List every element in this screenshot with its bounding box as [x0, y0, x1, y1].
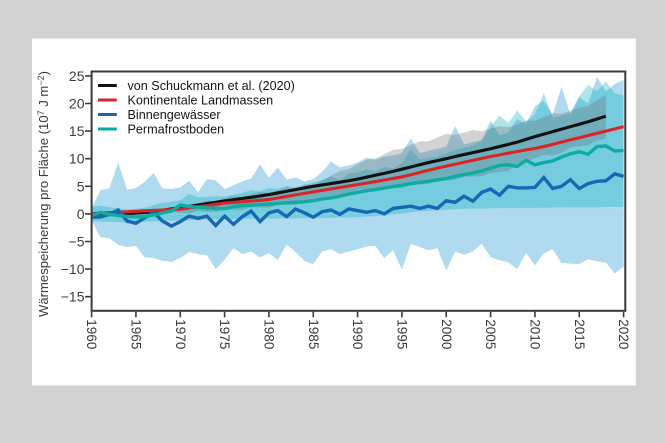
svg-text:2000: 2000: [439, 319, 454, 349]
svg-text:1970: 1970: [173, 319, 188, 349]
svg-text:20: 20: [69, 96, 85, 112]
svg-text:2020: 2020: [616, 319, 631, 349]
svg-text:Binnengewässer: Binnengewässer: [128, 108, 221, 122]
svg-text:2010: 2010: [527, 319, 542, 349]
svg-text:Wärmespeicherung pro Fläche (1: Wärmespeicherung pro Fläche (107 J m−2): [36, 71, 51, 317]
svg-text:2015: 2015: [572, 319, 587, 349]
svg-text:Kontinentale Landmassen: Kontinentale Landmassen: [128, 94, 274, 108]
svg-text:−10: −10: [61, 261, 85, 277]
svg-text:10: 10: [69, 151, 85, 167]
svg-text:2005: 2005: [483, 319, 498, 349]
svg-text:15: 15: [69, 123, 85, 139]
svg-text:1980: 1980: [261, 319, 276, 349]
svg-text:von Schuckmann et al. (2020): von Schuckmann et al. (2020): [128, 79, 295, 93]
svg-text:Permafrostboden: Permafrostboden: [128, 123, 225, 137]
svg-text:1975: 1975: [217, 319, 232, 349]
svg-text:0: 0: [77, 206, 85, 222]
svg-text:1965: 1965: [128, 319, 143, 349]
svg-text:1990: 1990: [350, 319, 365, 349]
svg-text:1995: 1995: [394, 319, 409, 349]
svg-text:1985: 1985: [306, 319, 321, 349]
svg-text:5: 5: [77, 178, 85, 194]
svg-text:25: 25: [69, 68, 85, 84]
svg-text:1960: 1960: [84, 319, 99, 349]
svg-text:−15: −15: [61, 289, 85, 305]
svg-text:−5: −5: [69, 234, 85, 250]
